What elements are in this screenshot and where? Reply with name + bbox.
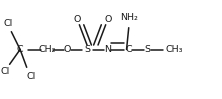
Text: Cl: Cl bbox=[1, 67, 10, 76]
Text: Cl: Cl bbox=[27, 72, 36, 81]
Text: CH₃: CH₃ bbox=[165, 45, 183, 54]
Text: NH₂: NH₂ bbox=[120, 13, 138, 22]
Text: O: O bbox=[73, 15, 80, 24]
Text: N: N bbox=[104, 45, 111, 54]
Text: S: S bbox=[145, 45, 151, 54]
Text: O: O bbox=[105, 15, 112, 24]
Text: O: O bbox=[64, 45, 71, 54]
Text: C: C bbox=[125, 45, 132, 54]
Text: C: C bbox=[17, 45, 24, 54]
Text: CH₂: CH₂ bbox=[39, 45, 56, 54]
Text: S: S bbox=[84, 45, 90, 54]
Text: Cl: Cl bbox=[3, 19, 13, 28]
